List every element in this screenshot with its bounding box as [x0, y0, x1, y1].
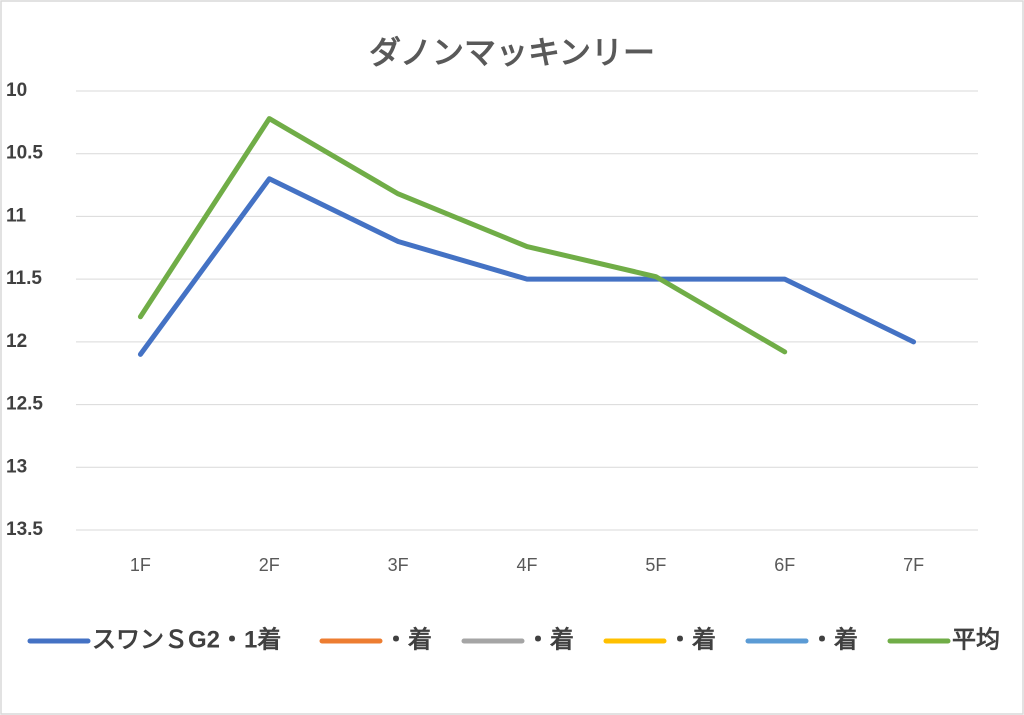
x-tick-label: 3F	[388, 555, 409, 575]
x-tick-label: 2F	[259, 555, 280, 575]
y-tick-label: 12	[6, 331, 27, 352]
legend-label: スワンＳG2・1着	[92, 625, 281, 653]
x-tick-label: 6F	[774, 555, 795, 575]
series-line	[137, 176, 917, 357]
legend-label: ・着	[810, 625, 858, 653]
x-tick-label: 7F	[903, 555, 924, 575]
legend-label: ・着	[526, 625, 574, 653]
legend-label: 平均	[952, 625, 1000, 653]
legend-label: ・着	[668, 625, 716, 653]
y-tick-label: 10	[6, 80, 27, 101]
y-tick-label: 11	[6, 205, 27, 226]
y-tick-label: 11.5	[6, 268, 42, 289]
legend-label: ・着	[384, 625, 432, 653]
series-line	[137, 116, 788, 355]
y-tick-label: 10.5	[6, 143, 43, 164]
chart-title: ダノンマッキンリー	[369, 34, 655, 70]
y-tick-label: 13	[6, 456, 27, 477]
x-tick-label: 4F	[516, 555, 537, 575]
x-tick-label: 5F	[645, 555, 666, 575]
x-tick-label: 1F	[130, 555, 151, 575]
y-tick-label: 12.5	[6, 394, 43, 415]
y-tick-label: 13.5	[6, 519, 43, 540]
